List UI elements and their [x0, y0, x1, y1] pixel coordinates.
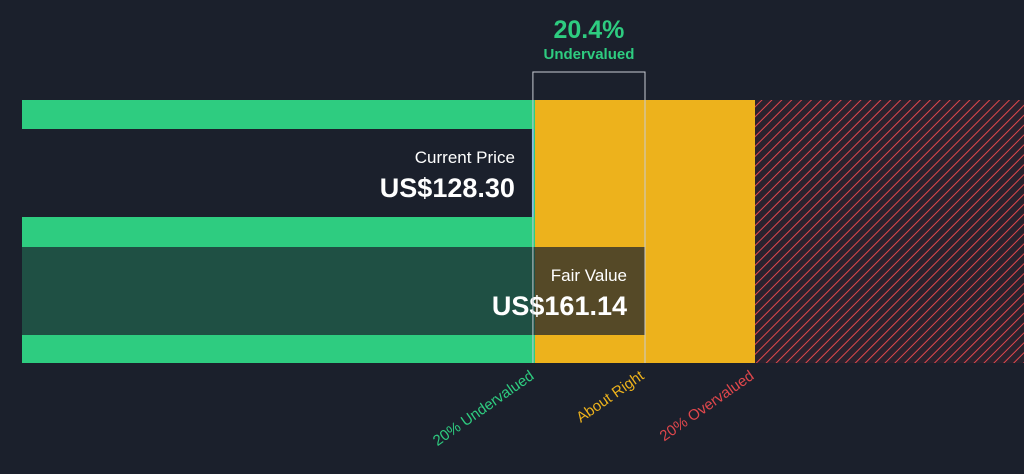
discount-value: 20.4% [554, 16, 625, 44]
zone-label: About Right [573, 367, 648, 426]
current-price-value: US$128.30 [380, 173, 515, 203]
current-price-title: Current Price [415, 148, 515, 167]
zone-label: 20% Undervalued [430, 367, 537, 449]
zone-label: 20% Overvalued [657, 367, 758, 445]
fair-value-bar [22, 247, 645, 335]
current-price-bar [22, 129, 533, 217]
zone-overvalued [755, 100, 1024, 363]
discount-bracket [532, 71, 646, 363]
fair-value-title: Fair Value [551, 266, 627, 285]
fair-value-value: US$161.14 [492, 291, 627, 321]
discount-label: Undervalued [544, 46, 635, 63]
